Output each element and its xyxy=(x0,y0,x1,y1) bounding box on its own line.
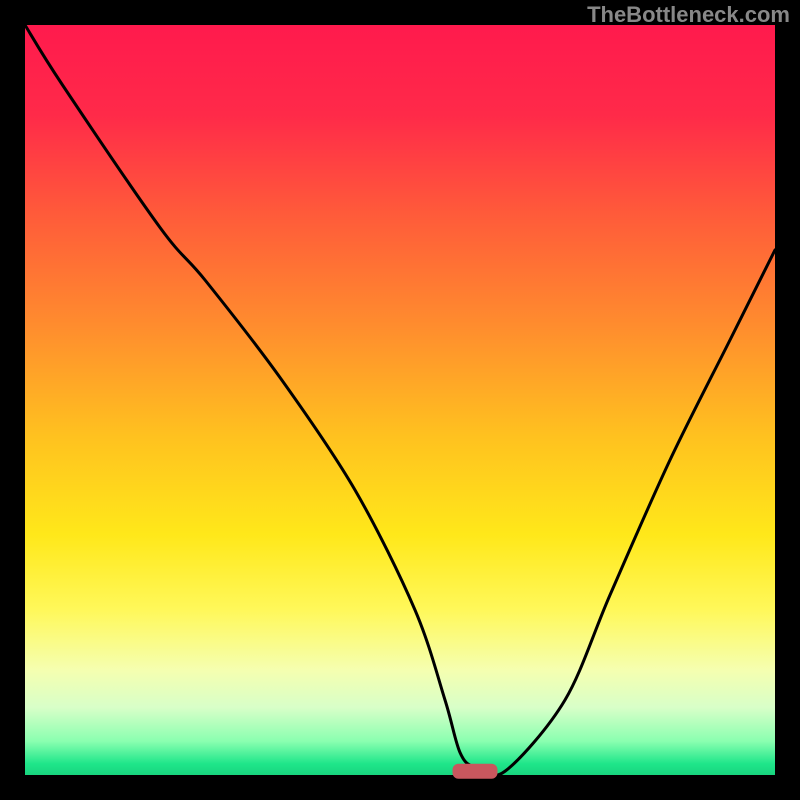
bottleneck-chart xyxy=(0,0,800,800)
chart-canvas: TheBottleneck.com xyxy=(0,0,800,800)
optimal-marker xyxy=(453,764,498,779)
plot-background xyxy=(25,25,775,775)
